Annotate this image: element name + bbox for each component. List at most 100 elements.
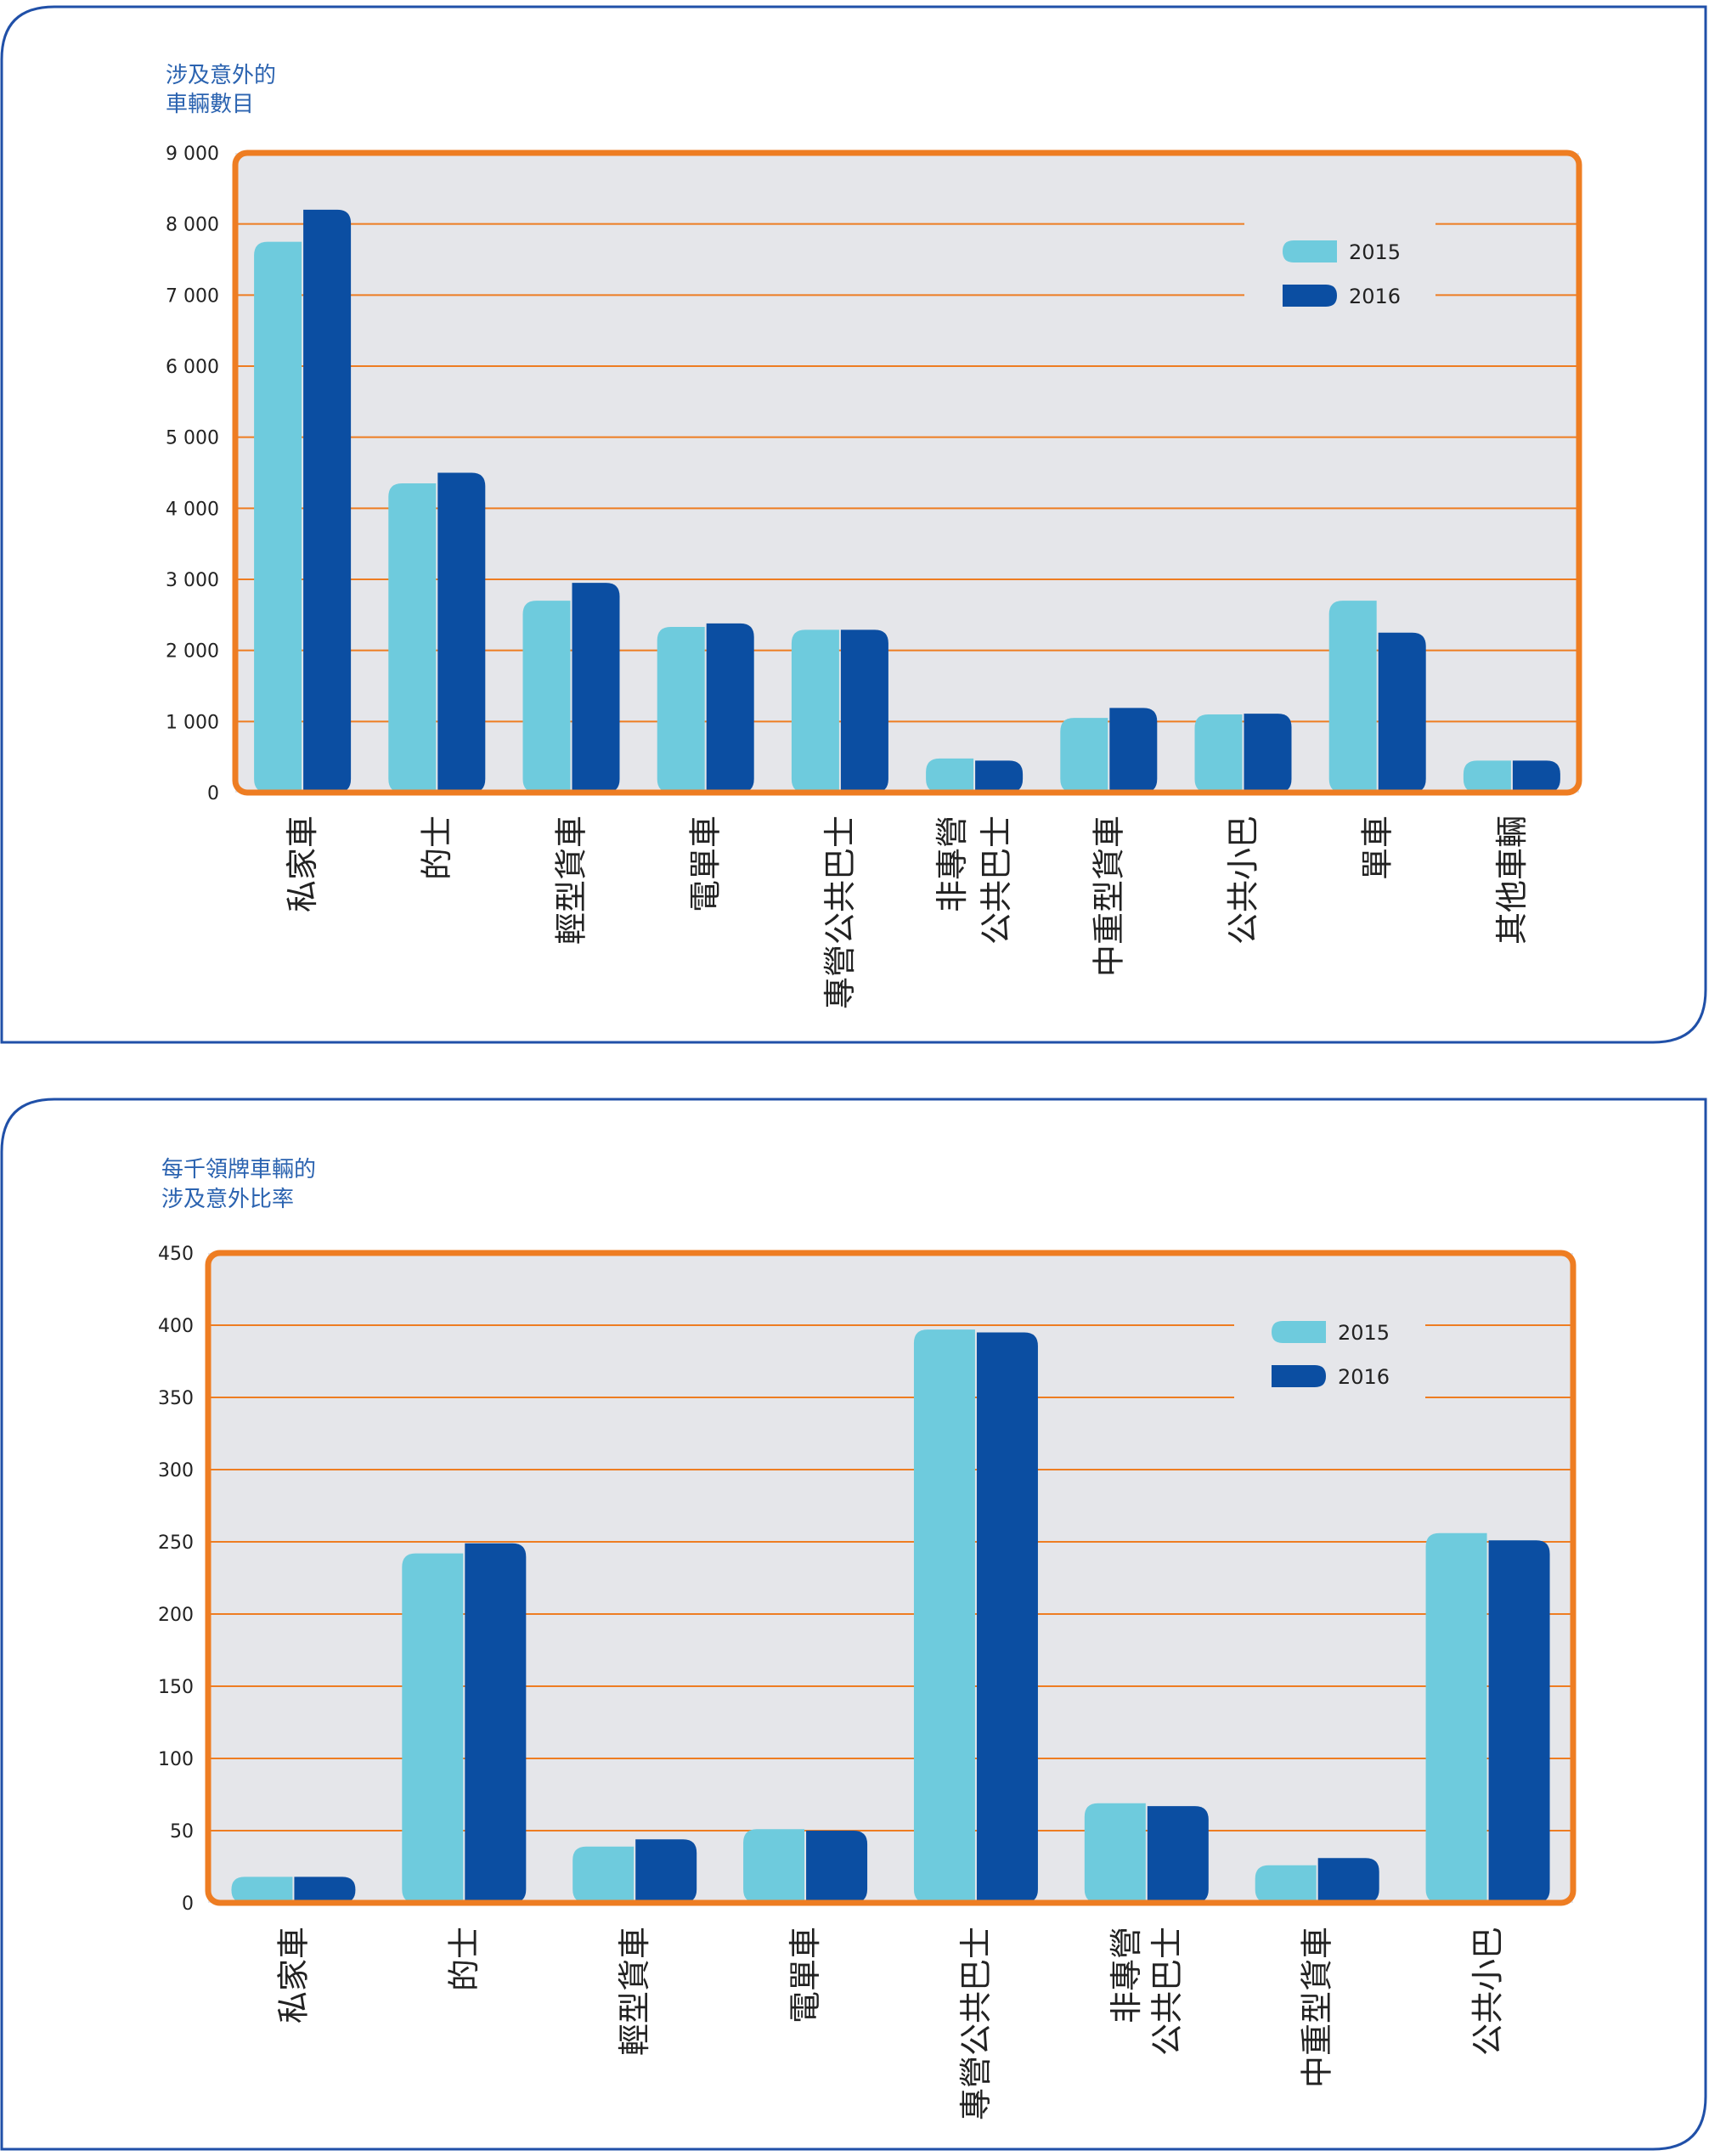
y-tick-label: 3 000 (166, 570, 219, 591)
bar-2016-2 (437, 472, 486, 793)
bar-2016-4 (806, 1831, 868, 1903)
category-label-line: 中重型貨車 (1299, 1927, 1336, 2088)
bar-2016-2 (465, 1543, 527, 1903)
y-tick-label: 400 (158, 1316, 194, 1337)
y-tick-label: 450 (158, 1244, 194, 1265)
y-tick-label: 200 (158, 1605, 194, 1626)
y-axis-label-line: 每千領牌車輛的 (161, 1157, 316, 1182)
category-label-line: 單車 (1359, 816, 1396, 880)
legend-label-2016: 2016 (1338, 1365, 1390, 1389)
bar-2015-4 (743, 1829, 805, 1903)
category-label-line: 非專營 (1108, 1927, 1145, 2023)
y-tick-label: 8 000 (166, 215, 219, 236)
category-label: 其他車輛 (1493, 816, 1531, 945)
category-label-line: 電單車 (787, 1927, 824, 2023)
bar-2015-2 (402, 1553, 464, 1903)
category-label: 私家車 (284, 816, 321, 912)
chart-1: 涉及意外的車輛數目 0 1 000 2 000 3 000 4 000 5 000 6 000… (0, 5, 1707, 1044)
y-tick-label: 50 (170, 1821, 194, 1843)
bar-2016-8 (1244, 714, 1292, 793)
category-label: 電單車 (787, 1927, 824, 2023)
bar-2016-3 (635, 1839, 697, 1903)
category-label: 輕型貨車 (553, 816, 590, 945)
y-tick-label: 5 000 (166, 428, 219, 449)
category-label-line: 中重型貨車 (1090, 816, 1127, 977)
bar-2015-3 (522, 601, 571, 793)
bar-2016-9 (1378, 632, 1426, 793)
bar-2016-3 (572, 583, 620, 793)
category-label: 的士 (445, 1927, 482, 1991)
category-label-line: 專營公共巴士 (957, 1927, 995, 2120)
y-tick-label: 1 000 (166, 712, 219, 733)
bar-2015-9 (1328, 601, 1377, 793)
category-label-line: 的士 (445, 1927, 482, 1991)
y-axis-label: 每千領牌車輛的涉及意外比率 (161, 1157, 316, 1212)
category-label: 專營公共巴士 (957, 1927, 995, 2120)
category-label-line: 私家車 (284, 816, 321, 912)
bar-2015-8 (1425, 1532, 1487, 1903)
category-label-line: 其他車輛 (1493, 816, 1531, 945)
category-label-line: 電單車 (687, 816, 725, 912)
bar-2016-1 (303, 209, 352, 793)
category-label: 單車 (1359, 816, 1396, 880)
bar-2015-7 (1060, 718, 1108, 793)
bar-2015-6 (926, 758, 974, 793)
y-tick-label: 6 000 (166, 357, 219, 378)
y-tick-label: 250 (158, 1532, 194, 1554)
bar-2015-5 (791, 629, 839, 793)
bar-2016-6 (975, 760, 1024, 793)
bar-2016-10 (1512, 760, 1560, 793)
y-axis-label-line: 涉及意外比率 (161, 1187, 294, 1212)
legend-swatch-2015 (1272, 1321, 1326, 1343)
bar-2015-3 (572, 1846, 635, 1903)
bar-2016-4 (706, 623, 754, 793)
legend-label-2015: 2015 (1338, 1321, 1390, 1345)
legend-label-2015: 2015 (1349, 240, 1401, 264)
category-label: 中重型貨車 (1299, 1927, 1336, 2088)
category-label: 電單車 (687, 816, 725, 912)
category-label: 非專營 公共巴士 (1108, 1927, 1186, 2056)
category-label: 中重型貨車 (1090, 816, 1127, 977)
y-tick-label: 350 (158, 1388, 194, 1409)
category-label: 專營公共巴士 (821, 816, 859, 1009)
legend: 2015 2016 (1272, 1321, 1390, 1389)
legend-swatch-2016 (1272, 1365, 1326, 1387)
y-tick-label: 4 000 (166, 499, 219, 520)
category-label-line: 公共巴士 (1148, 1927, 1186, 2056)
bar-2016-5 (976, 1332, 1038, 1903)
bar-2016-8 (1488, 1540, 1550, 1903)
bar-2015-7 (1255, 1865, 1317, 1903)
category-label-line: 輕型貨車 (553, 816, 590, 945)
category-label-line: 輕型貨車 (616, 1927, 653, 2056)
category-label: 公共小巴 (1225, 816, 1262, 945)
y-tick-label: 300 (158, 1460, 194, 1482)
y-tick-label: 0 (182, 1894, 194, 1915)
category-label: 輕型貨車 (616, 1927, 653, 2056)
chart-2: 每千領牌車輛的涉及意外比率 0 50 100 150 200 250 300 350 400 450… (0, 1098, 1707, 2151)
category-label: 私家車 (274, 1927, 312, 2023)
category-label-line: 非專營 (933, 816, 971, 912)
plot-frame (205, 1250, 1576, 1906)
category-label-line: 專營公共巴士 (821, 816, 859, 1009)
bar-2016-5 (840, 629, 888, 793)
category-label-line: 公共巴士 (978, 816, 1015, 945)
legend: 2015 2016 (1283, 240, 1401, 308)
category-label: 非專營 公共巴士 (933, 816, 1015, 945)
y-tick-label: 9 000 (166, 144, 219, 165)
bar-2015-6 (1084, 1803, 1146, 1903)
y-tick-label: 7 000 (166, 285, 219, 307)
legend-swatch-2016 (1283, 285, 1337, 307)
category-label-line: 私家車 (274, 1927, 312, 2023)
legend-label-2016: 2016 (1349, 285, 1401, 308)
bar-2016-1 (294, 1877, 356, 1903)
bar-2015-4 (657, 627, 705, 793)
legend-swatch-2015 (1283, 240, 1337, 262)
y-tick-label: 100 (158, 1749, 194, 1770)
bar-2015-2 (388, 483, 437, 793)
bar-2016-7 (1317, 1858, 1379, 1903)
category-label-line: 的士 (418, 816, 455, 880)
y-tick-label: 150 (158, 1677, 194, 1698)
category-label-line: 公共小巴 (1469, 1927, 1507, 2056)
bar-2015-1 (231, 1877, 293, 1903)
